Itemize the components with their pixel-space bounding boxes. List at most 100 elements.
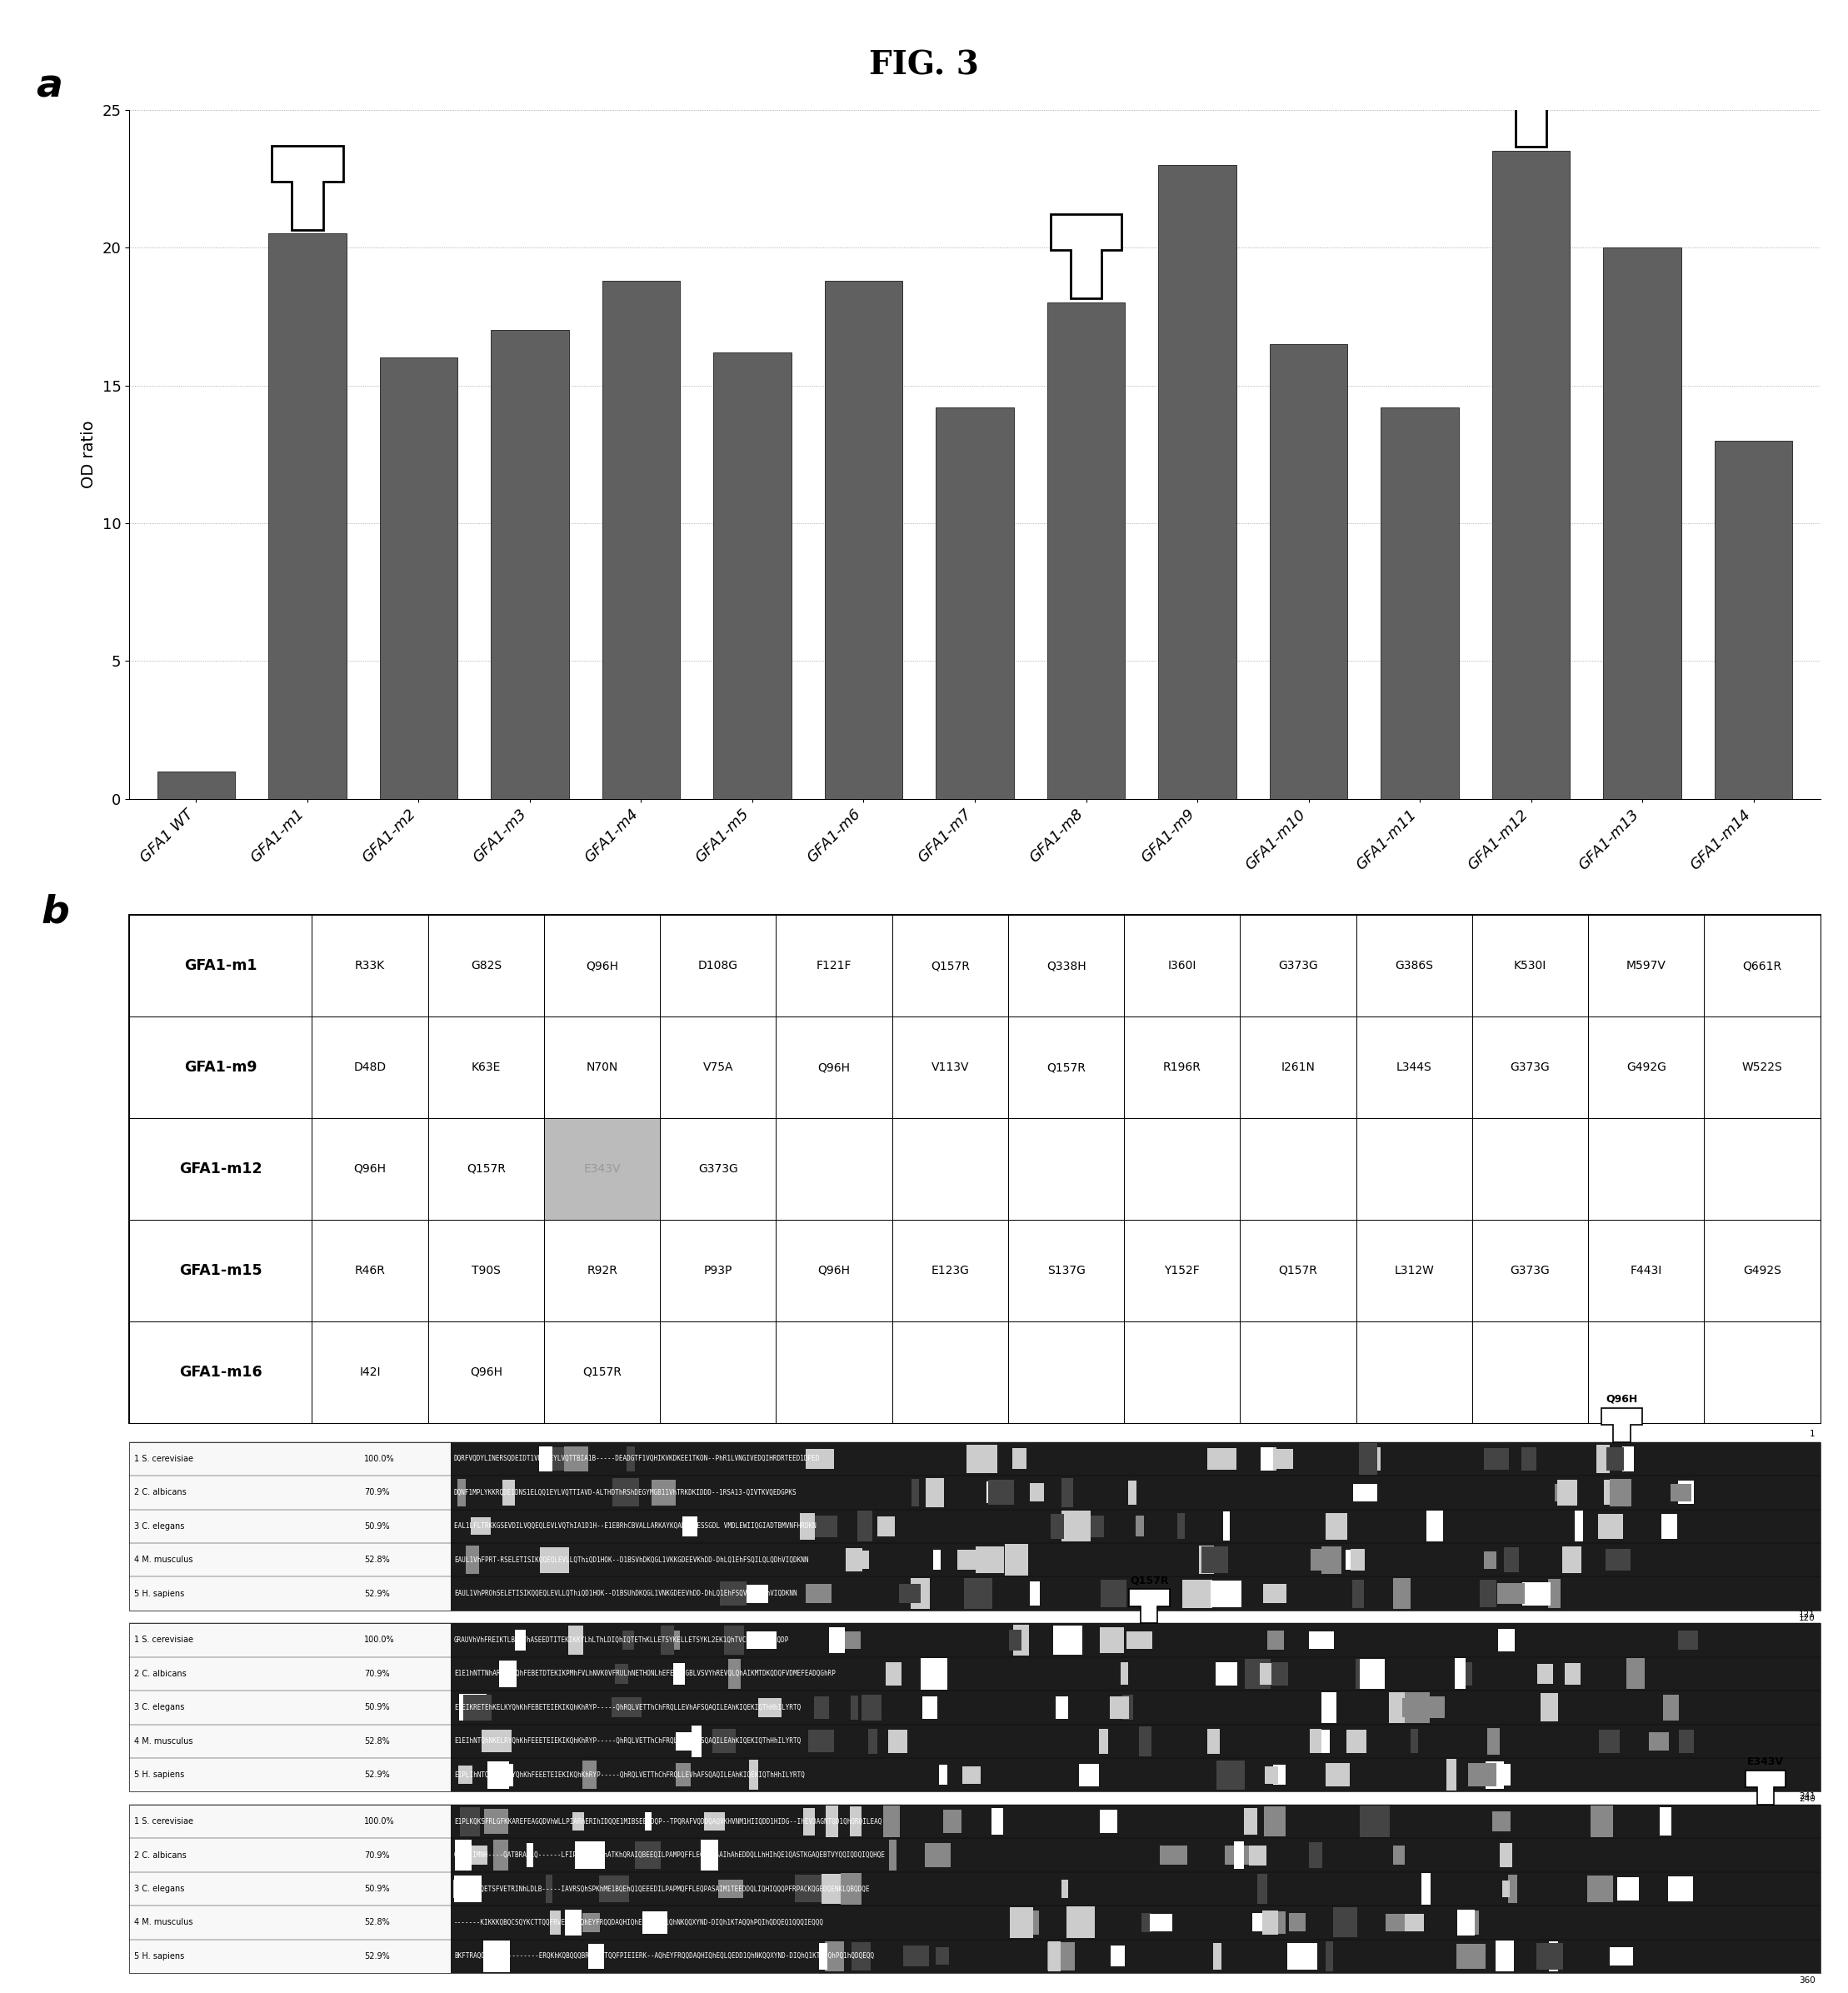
Bar (976, 1547, 1003, 1572)
Bar (545, 1447, 569, 1471)
Bar (1473, 1321, 1587, 1423)
Bar (850, 1696, 857, 1720)
Text: E1PLIhNTQhNKELRYQhKhFEEETEIEKIKQhKhRYP-----QhRQLVETThChFRQLLEVhAFSQAQILEAhKIQEKI: E1PLIhNTQhNKELRYQhKhFEEETEIEKIKQhKhRYP--… (455, 1772, 804, 1778)
Bar (1009, 915, 1124, 1016)
Bar (1240, 1321, 1356, 1423)
Bar (660, 915, 776, 1016)
Bar (1473, 1764, 1486, 1786)
Bar (1610, 1479, 1632, 1507)
Bar (1473, 1016, 1587, 1118)
Bar (1606, 1447, 1624, 1471)
Text: Q157R: Q157R (1279, 1266, 1318, 1276)
Text: G492S: G492S (1743, 1266, 1781, 1276)
Bar (1070, 1515, 1087, 1539)
Bar (1606, 1549, 1632, 1570)
Bar (904, 1945, 930, 1967)
Text: Q157R: Q157R (1129, 1574, 1168, 1586)
Bar (1599, 1730, 1621, 1754)
Bar (499, 1764, 514, 1786)
Bar (1704, 915, 1820, 1016)
Bar (1048, 1941, 1076, 1971)
Bar (1137, 1517, 1144, 1537)
Bar (455, 1840, 471, 1871)
Bar (1321, 1692, 1336, 1724)
Bar (815, 1696, 830, 1718)
Bar (451, 1838, 1820, 1871)
Bar (1704, 1016, 1820, 1118)
Bar (1404, 1913, 1425, 1931)
Text: 50.9%: 50.9% (364, 1885, 390, 1893)
Text: P93P: P93P (704, 1266, 732, 1276)
Bar (1009, 1016, 1124, 1118)
Text: 5 H. sapiens: 5 H. sapiens (135, 1770, 185, 1780)
Text: F121F: F121F (817, 961, 852, 973)
Bar (1604, 247, 1682, 799)
Text: GFA1-m16: GFA1-m16 (179, 1365, 262, 1379)
Text: 4 M. musculus: 4 M. musculus (135, 1557, 194, 1565)
Bar (1660, 1808, 1672, 1836)
Bar (1127, 1481, 1137, 1505)
Bar (673, 1664, 684, 1684)
Text: 70.9%: 70.9% (364, 1489, 390, 1497)
Bar (451, 1509, 1820, 1543)
Bar (543, 1220, 660, 1321)
Bar (776, 1220, 893, 1321)
Bar (743, 1584, 769, 1602)
Bar (1661, 1513, 1678, 1539)
Bar (802, 1808, 815, 1836)
Text: -------KIKKKQBQCSQYKCTTQQFRVEBK-AQhEYFRQQDAQHIQhEQLQEDD1QhNKQQXYND-DIQh1KTAQQhPQ: -------KIKKKQBQCSQYKCTTQQFRVEBK-AQhEYFRQ… (455, 1919, 824, 1927)
Bar (129, 1804, 1820, 1973)
Bar (1109, 1696, 1129, 1718)
Bar (645, 1812, 652, 1832)
Bar (1558, 1479, 1576, 1505)
Bar (704, 1812, 724, 1830)
Text: 1 S. cerevisiae: 1 S. cerevisiae (135, 1636, 194, 1644)
Bar (516, 1630, 525, 1650)
Bar (549, 1909, 560, 1935)
Bar (893, 1118, 1009, 1220)
Bar (451, 1576, 1820, 1610)
Bar (1393, 1846, 1404, 1865)
Bar (1026, 1911, 1039, 1935)
Bar (1029, 1483, 1044, 1501)
Bar (543, 1321, 660, 1423)
Bar (1549, 1941, 1558, 1971)
Bar (1565, 1662, 1580, 1684)
Bar (1501, 1584, 1521, 1604)
Bar (615, 1664, 628, 1684)
Bar (1009, 1630, 1022, 1650)
Bar (942, 1810, 961, 1834)
Bar (268, 233, 346, 799)
Bar (429, 1016, 543, 1118)
Text: 1 S. cerevisiae: 1 S. cerevisiae (135, 1455, 194, 1463)
Bar (626, 1447, 636, 1471)
Text: 2 C. albicans: 2 C. albicans (135, 1851, 187, 1859)
Bar (458, 1694, 486, 1720)
Bar (1587, 915, 1704, 1016)
Text: E1EIKRETEhKELKYQhKhFEBETEIEKIKQhKhRYP-----QhRQLVETThChFRQLLEVhAFSQAQILEAhKIQEKIQ: E1EIKRETEhKELKYQhKhFEBETEIEKIKQhKhRYP---… (455, 1704, 800, 1712)
Bar (724, 1626, 745, 1654)
Bar (776, 1016, 893, 1118)
Bar (911, 1578, 930, 1608)
Bar (1353, 1485, 1377, 1501)
Bar (1356, 1220, 1473, 1321)
Text: Q157R: Q157R (1046, 1062, 1085, 1074)
Bar (623, 1630, 634, 1650)
Bar (455, 1875, 482, 1901)
Bar (1262, 1909, 1279, 1935)
Text: BKFTRAQQDGh-----------ERQKhKQBQQQBRVKETTQQFPIEIERK--AQhEYFRQQDAQHIQhEQLQEDD1QhNK: BKFTRAQQDGh-----------ERQKhKQBQQQBRVKETT… (455, 1953, 874, 1959)
Bar (588, 1844, 599, 1867)
Bar (1456, 1943, 1486, 1969)
Bar (828, 1875, 848, 1903)
Bar (1240, 1016, 1356, 1118)
Bar (312, 915, 429, 1016)
Bar (1013, 1624, 1029, 1656)
Text: R33K: R33K (355, 961, 384, 973)
Bar (885, 1662, 902, 1686)
Bar (543, 915, 660, 1016)
Text: 240: 240 (1798, 1796, 1815, 1804)
Bar (573, 1812, 584, 1830)
Bar (1273, 1766, 1286, 1786)
Bar (614, 1479, 639, 1507)
Text: 241: 241 (1798, 1792, 1815, 1800)
